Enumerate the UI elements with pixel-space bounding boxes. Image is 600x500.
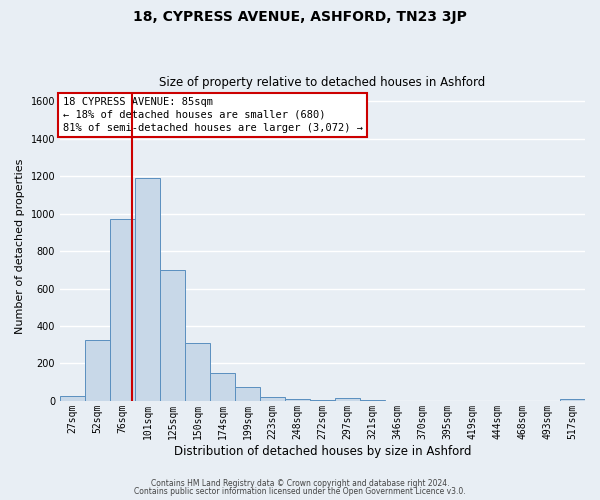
Text: Contains HM Land Registry data © Crown copyright and database right 2024.: Contains HM Land Registry data © Crown c… [151,478,449,488]
Bar [110,220,135,401]
Bar [160,270,185,401]
Text: 18, CYPRESS AVENUE, ASHFORD, TN23 3JP: 18, CYPRESS AVENUE, ASHFORD, TN23 3JP [133,10,467,24]
Bar [360,400,385,401]
Bar [185,343,210,401]
X-axis label: Distribution of detached houses by size in Ashford: Distribution of detached houses by size … [174,444,471,458]
Bar [285,399,310,401]
Y-axis label: Number of detached properties: Number of detached properties [15,159,25,334]
Bar [85,340,110,401]
Title: Size of property relative to detached houses in Ashford: Size of property relative to detached ho… [160,76,485,90]
Bar [60,396,85,401]
Bar [560,399,585,401]
Text: Contains public sector information licensed under the Open Government Licence v3: Contains public sector information licen… [134,487,466,496]
Bar [210,373,235,401]
Bar [135,178,160,401]
Bar [235,387,260,401]
Bar [310,400,335,401]
Bar [260,397,285,401]
Text: 18 CYPRESS AVENUE: 85sqm
← 18% of detached houses are smaller (680)
81% of semi-: 18 CYPRESS AVENUE: 85sqm ← 18% of detach… [62,96,362,133]
Bar [335,398,360,401]
